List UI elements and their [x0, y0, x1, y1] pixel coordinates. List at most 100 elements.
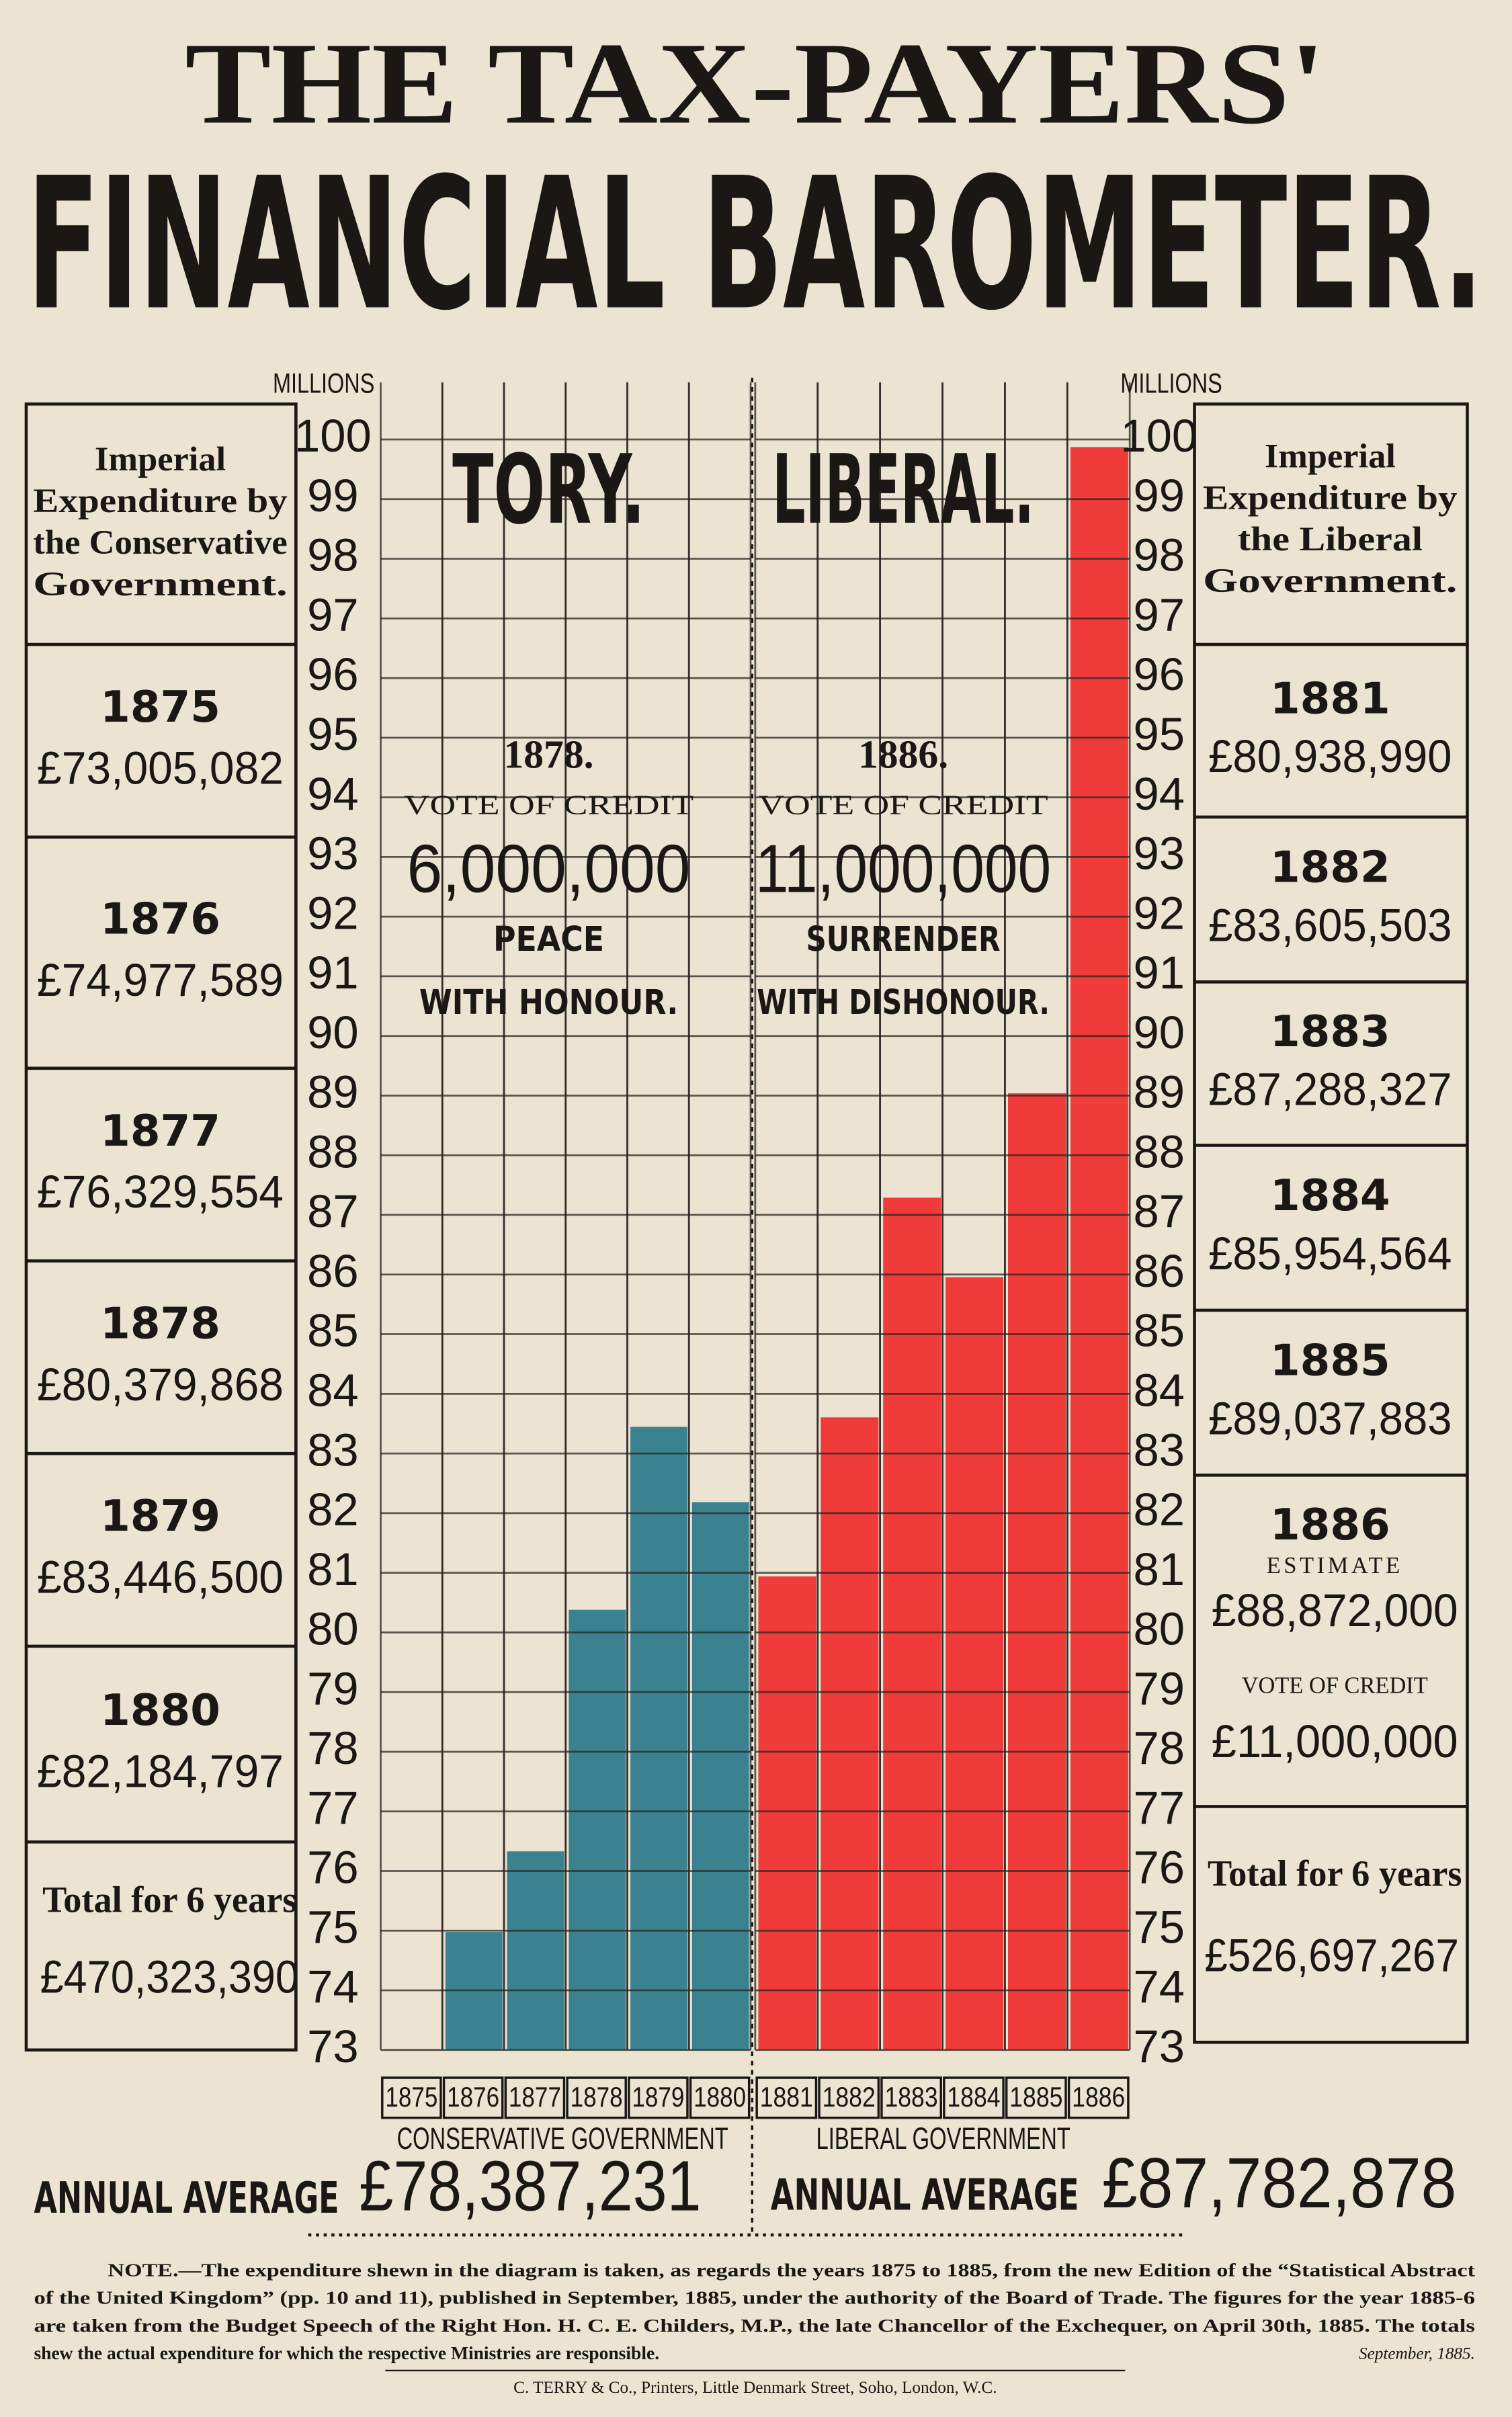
year-box — [818, 2076, 880, 2119]
table-note: VOTE OF CREDIT — [1242, 1673, 1428, 1699]
y2-tick-label: 73 — [1134, 2021, 1185, 2072]
y-tick-label: 76 — [307, 1842, 359, 1894]
bar — [821, 1417, 879, 2050]
y2-tick-label: 79 — [1134, 1662, 1185, 1714]
y-tick-label: 99 — [307, 470, 359, 521]
table-year: 1883 — [1270, 1007, 1390, 1057]
y2-tick-label: 87 — [1134, 1185, 1185, 1237]
annotation: PEACE — [493, 919, 604, 959]
table-amount: £80,379,868 — [37, 1359, 284, 1410]
left-table-frame — [24, 402, 298, 2052]
y2-tick-label: 77 — [1134, 1782, 1185, 1834]
y2-tick-label: 80 — [1134, 1603, 1185, 1655]
y2-tick-label: 86 — [1134, 1245, 1185, 1297]
y-tick-label: 79 — [307, 1662, 359, 1714]
table-heading: the Conservative — [33, 523, 287, 561]
x-tick-label: 1882 — [823, 2082, 876, 2113]
y2-tick-label: 76 — [1134, 1842, 1185, 1894]
y2-tick-label: 84 — [1134, 1364, 1185, 1416]
x-tick-label: 1875 — [385, 2082, 437, 2113]
bar — [1008, 1093, 1066, 2050]
table-total: £470,323,390 — [40, 1951, 299, 2003]
table-amount: £76,329,554 — [37, 1166, 284, 1218]
y-tick-label: 95 — [307, 708, 359, 760]
table-year: 1877 — [100, 1106, 220, 1156]
x-tick-label: 1883 — [885, 2082, 938, 2113]
y-tick-label: 78 — [307, 1722, 359, 1774]
table-amount: £82,184,797 — [37, 1746, 284, 1797]
table-amount: £73,005,082 — [37, 742, 284, 794]
bar — [946, 1277, 1004, 2050]
right-table-frame — [1193, 402, 1469, 2044]
table-year: 1875 — [100, 682, 220, 732]
y2-tick-label: 96 — [1134, 648, 1185, 700]
table-year: 1885 — [1270, 1336, 1390, 1386]
title: THE TAX-PAYERS' — [185, 19, 1325, 149]
y-tick-label: 83 — [307, 1424, 359, 1476]
annotation: 1878. — [503, 732, 593, 776]
y-tick-label: 74 — [307, 1961, 359, 2012]
y2-tick-label: 93 — [1134, 828, 1185, 880]
table-amount: £74,977,589 — [37, 954, 284, 1006]
table-amount: £88,872,000 — [1212, 1584, 1458, 1636]
table-year: 1882 — [1270, 843, 1390, 893]
note-line: are taken from the Budget Speech of the … — [34, 2315, 1475, 2336]
panel-title: TORY. — [452, 434, 645, 546]
table-year: 1880 — [100, 1685, 220, 1736]
y2-tick-label: 82 — [1134, 1484, 1185, 1535]
panel-title: LIBERAL. — [772, 434, 1034, 546]
y-tick-label: 100 — [294, 410, 372, 462]
year-box — [755, 2076, 818, 2119]
bar — [630, 1427, 687, 2050]
table-heading: Expenditure by — [33, 482, 287, 519]
table-year: 1884 — [1270, 1171, 1390, 1221]
note-line: of the United Kingdom” (pp. 10 and 11), … — [34, 2287, 1474, 2308]
average-label: ANNUAL AVERAGE — [771, 2170, 1079, 2221]
y-tick-label: 97 — [307, 589, 359, 640]
table-heading: Imperial — [1265, 437, 1396, 474]
table-year: 1876 — [100, 894, 220, 944]
y-tick-label: 75 — [307, 1901, 359, 1953]
bar — [1070, 447, 1128, 1103]
table-heading: the Liberal — [1238, 520, 1423, 558]
y2-tick-label: 85 — [1134, 1305, 1185, 1357]
table-amount: £83,446,500 — [37, 1552, 284, 1603]
table-heading: Government. — [1203, 562, 1457, 599]
year-box — [943, 2076, 1005, 2119]
axis-label: MILLIONS — [273, 368, 374, 399]
table-year: 1878 — [100, 1299, 220, 1349]
table-year: 1879 — [100, 1491, 220, 1541]
y-tick-label: 82 — [307, 1484, 359, 1535]
y-tick-label: 96 — [307, 648, 359, 700]
year-box — [504, 2076, 566, 2119]
y-tick-label: 98 — [307, 529, 359, 581]
y-tick-label: 94 — [307, 768, 359, 820]
x-tick-label: 1876 — [447, 2082, 499, 2113]
bar — [507, 1851, 564, 2050]
y2-tick-label: 83 — [1134, 1424, 1185, 1476]
annotation: 1886. — [858, 732, 948, 776]
y2-tick-label: 75 — [1134, 1901, 1185, 1953]
y2-tick-label: 92 — [1134, 887, 1185, 939]
y2-tick-label: 74 — [1134, 1961, 1185, 2012]
bar — [758, 1576, 816, 2050]
year-box — [566, 2076, 627, 2119]
y-tick-label: 73 — [307, 2021, 359, 2072]
annotation: SURRENDER — [806, 919, 1001, 959]
bar — [569, 1609, 626, 2050]
table-heading: Expenditure by — [1203, 478, 1457, 516]
y-tick-label: 91 — [307, 947, 359, 999]
series-label: CONSERVATIVE GOVERNMENT — [397, 2121, 728, 2156]
y-tick-label: 92 — [307, 887, 359, 939]
annotation: WITH DISHONOUR. — [757, 982, 1050, 1022]
x-tick-label: 1877 — [509, 2082, 561, 2113]
y2-tick-label: 97 — [1134, 589, 1185, 640]
table-year: 1886 — [1270, 1500, 1390, 1550]
y-tick-label: 85 — [307, 1305, 359, 1357]
table-heading: Government. — [33, 565, 287, 603]
annotation: 6,000,000 — [407, 831, 691, 906]
bar — [1070, 1103, 1128, 2050]
average-amount: £78,387,231 — [359, 2147, 701, 2226]
y-tick-label: 87 — [307, 1185, 359, 1237]
